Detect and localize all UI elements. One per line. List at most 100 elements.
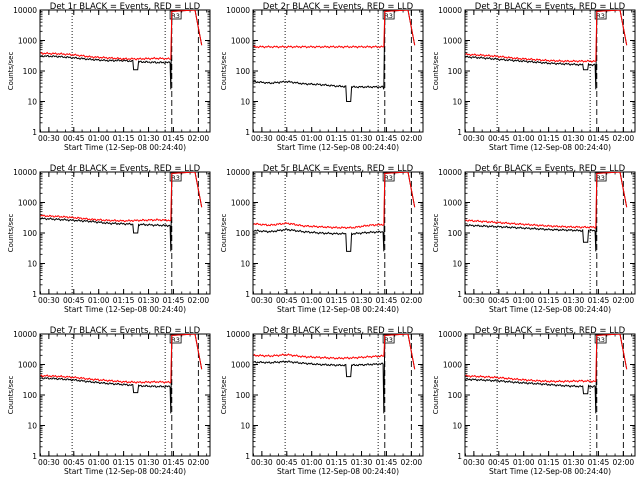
x-tick-label: 01:00 bbox=[88, 134, 110, 143]
detector-panel: Det 5r BLACK = Events, RED = LLD 1 10 100 10… bbox=[220, 164, 424, 314]
x-tick-label: 00:45 bbox=[63, 296, 85, 305]
x-tick-label: 00:30 bbox=[463, 458, 485, 467]
detector-panel: Det 7r BLACK = Events, RED = LLD 1 10 100 10… bbox=[7, 326, 211, 476]
y-tick-label: 10 bbox=[27, 260, 37, 269]
x-tick-label: 00:45 bbox=[488, 296, 510, 305]
x-tick-label: 01:00 bbox=[301, 296, 323, 305]
x-tick-label: 00:45 bbox=[488, 458, 510, 467]
y-tick-label: 100 bbox=[23, 391, 38, 400]
x-tick-label: 01:00 bbox=[301, 134, 323, 143]
x-tick-label: 02:00 bbox=[401, 134, 423, 143]
x-tick-label: 01:30 bbox=[563, 134, 585, 143]
x-tick-label: 01:30 bbox=[563, 296, 585, 305]
plot-frame bbox=[39, 333, 211, 457]
y-tick-label: 1000 bbox=[231, 199, 250, 208]
y-axis-label: Counts/sec bbox=[432, 376, 440, 415]
x-axis-label: Start Time (12-Sep-08 00:24:40) bbox=[277, 467, 399, 476]
x-tick-label: 01:45 bbox=[588, 296, 610, 305]
x-tick-label: 01:15 bbox=[326, 296, 348, 305]
plot-data bbox=[40, 10, 203, 90]
x-tick-label: 01:15 bbox=[538, 134, 560, 143]
y-tick-label: 10000 bbox=[226, 6, 250, 15]
y-axis-label: Counts/sec bbox=[220, 214, 228, 253]
y-tick-label: 1 bbox=[457, 128, 462, 137]
x-tick-label: 00:45 bbox=[276, 458, 298, 467]
y-tick-label: 100 bbox=[23, 67, 38, 76]
y-tick-label: 1 bbox=[245, 290, 250, 299]
lld-series-line bbox=[253, 334, 416, 370]
x-tick-label: 02:00 bbox=[613, 458, 635, 467]
panel-title: Det 5r BLACK = Events, RED = LLD bbox=[263, 164, 414, 174]
y-tick-label: 100 bbox=[448, 229, 463, 238]
plot-frame bbox=[464, 333, 636, 457]
x-tick-label: 02:00 bbox=[613, 296, 635, 305]
x-tick-label: 01:45 bbox=[163, 134, 185, 143]
x-tick-label: 01:45 bbox=[376, 296, 398, 305]
y-tick-label: 1000 bbox=[443, 199, 462, 208]
marker-label: R3 bbox=[596, 336, 605, 344]
plot-frame bbox=[39, 9, 211, 133]
x-tick-label: 01:15 bbox=[326, 458, 348, 467]
y-tick-label: 10 bbox=[240, 98, 250, 107]
x-axis-label: Start Time (12-Sep-08 00:24:40) bbox=[489, 143, 611, 152]
detector-panel: Det 4r BLACK = Events, RED = LLD 1 10 100 10… bbox=[7, 164, 211, 314]
marker-label: R3 bbox=[171, 174, 180, 182]
x-tick-label: 01:00 bbox=[513, 296, 535, 305]
y-axis-label: Counts/sec bbox=[7, 376, 15, 415]
x-tick-label: 00:45 bbox=[276, 134, 298, 143]
detector-panel: Det 3r BLACK = Events, RED = LLD 1 10 100 10… bbox=[432, 2, 636, 152]
y-tick-label: 10000 bbox=[226, 168, 250, 177]
plot-frame bbox=[252, 9, 424, 133]
lld-series-line bbox=[465, 172, 628, 229]
x-tick-label: 01:30 bbox=[351, 296, 373, 305]
x-tick-label: 02:00 bbox=[401, 458, 423, 467]
events-series-line bbox=[40, 172, 203, 252]
y-tick-label: 1 bbox=[32, 452, 37, 461]
events-series-line bbox=[465, 172, 628, 252]
x-tick-label: 00:30 bbox=[38, 134, 60, 143]
x-tick-label: 00:30 bbox=[463, 134, 485, 143]
x-tick-label: 01:00 bbox=[513, 134, 535, 143]
events-series-line bbox=[253, 172, 416, 252]
y-tick-label: 10000 bbox=[13, 6, 37, 15]
y-tick-label: 10 bbox=[27, 98, 37, 107]
x-tick-label: 02:00 bbox=[188, 296, 210, 305]
y-tick-label: 1000 bbox=[18, 361, 37, 370]
x-tick-label: 01:45 bbox=[376, 458, 398, 467]
events-series-line bbox=[465, 334, 628, 414]
x-axis-label: Start Time (12-Sep-08 00:24:40) bbox=[277, 305, 399, 314]
x-axis-label: Start Time (12-Sep-08 00:24:40) bbox=[489, 467, 611, 476]
x-tick-label: 01:15 bbox=[326, 134, 348, 143]
plot-frame bbox=[464, 9, 636, 133]
x-tick-label: 00:30 bbox=[251, 458, 273, 467]
panel-title: Det 1r BLACK = Events, RED = LLD bbox=[50, 2, 201, 12]
y-axis-label: Counts/sec bbox=[7, 214, 15, 253]
y-axis-label: Counts/sec bbox=[432, 52, 440, 91]
x-tick-label: 01:45 bbox=[163, 458, 185, 467]
x-tick-label: 01:45 bbox=[588, 134, 610, 143]
x-tick-label: 02:00 bbox=[613, 134, 635, 143]
detector-panel: Det 6r BLACK = Events, RED = LLD 1 10 100 10… bbox=[432, 164, 636, 314]
y-tick-label: 1 bbox=[32, 290, 37, 299]
detector-panel: Det 9r BLACK = Events, RED = LLD 1 10 100 10… bbox=[432, 326, 636, 476]
x-axis-label: Start Time (12-Sep-08 00:24:40) bbox=[489, 305, 611, 314]
y-tick-label: 10 bbox=[452, 422, 462, 431]
marker-label: R3 bbox=[384, 12, 393, 20]
marker-label: R3 bbox=[384, 336, 393, 344]
x-axis-label: Start Time (12-Sep-08 00:24:40) bbox=[64, 305, 186, 314]
plot-frame bbox=[252, 333, 424, 457]
lld-series-line bbox=[253, 172, 416, 229]
x-tick-label: 02:00 bbox=[188, 134, 210, 143]
y-axis-label: Counts/sec bbox=[220, 376, 228, 415]
plot-data bbox=[253, 334, 416, 414]
plot-data bbox=[40, 172, 203, 252]
events-series-line bbox=[253, 334, 416, 414]
y-tick-label: 1000 bbox=[231, 37, 250, 46]
plot-data bbox=[465, 10, 628, 90]
x-axis-label: Start Time (12-Sep-08 00:24:40) bbox=[64, 143, 186, 152]
y-tick-label: 10 bbox=[27, 422, 37, 431]
x-tick-label: 01:30 bbox=[138, 134, 160, 143]
x-tick-label: 01:15 bbox=[113, 296, 135, 305]
plot-data bbox=[40, 334, 203, 414]
